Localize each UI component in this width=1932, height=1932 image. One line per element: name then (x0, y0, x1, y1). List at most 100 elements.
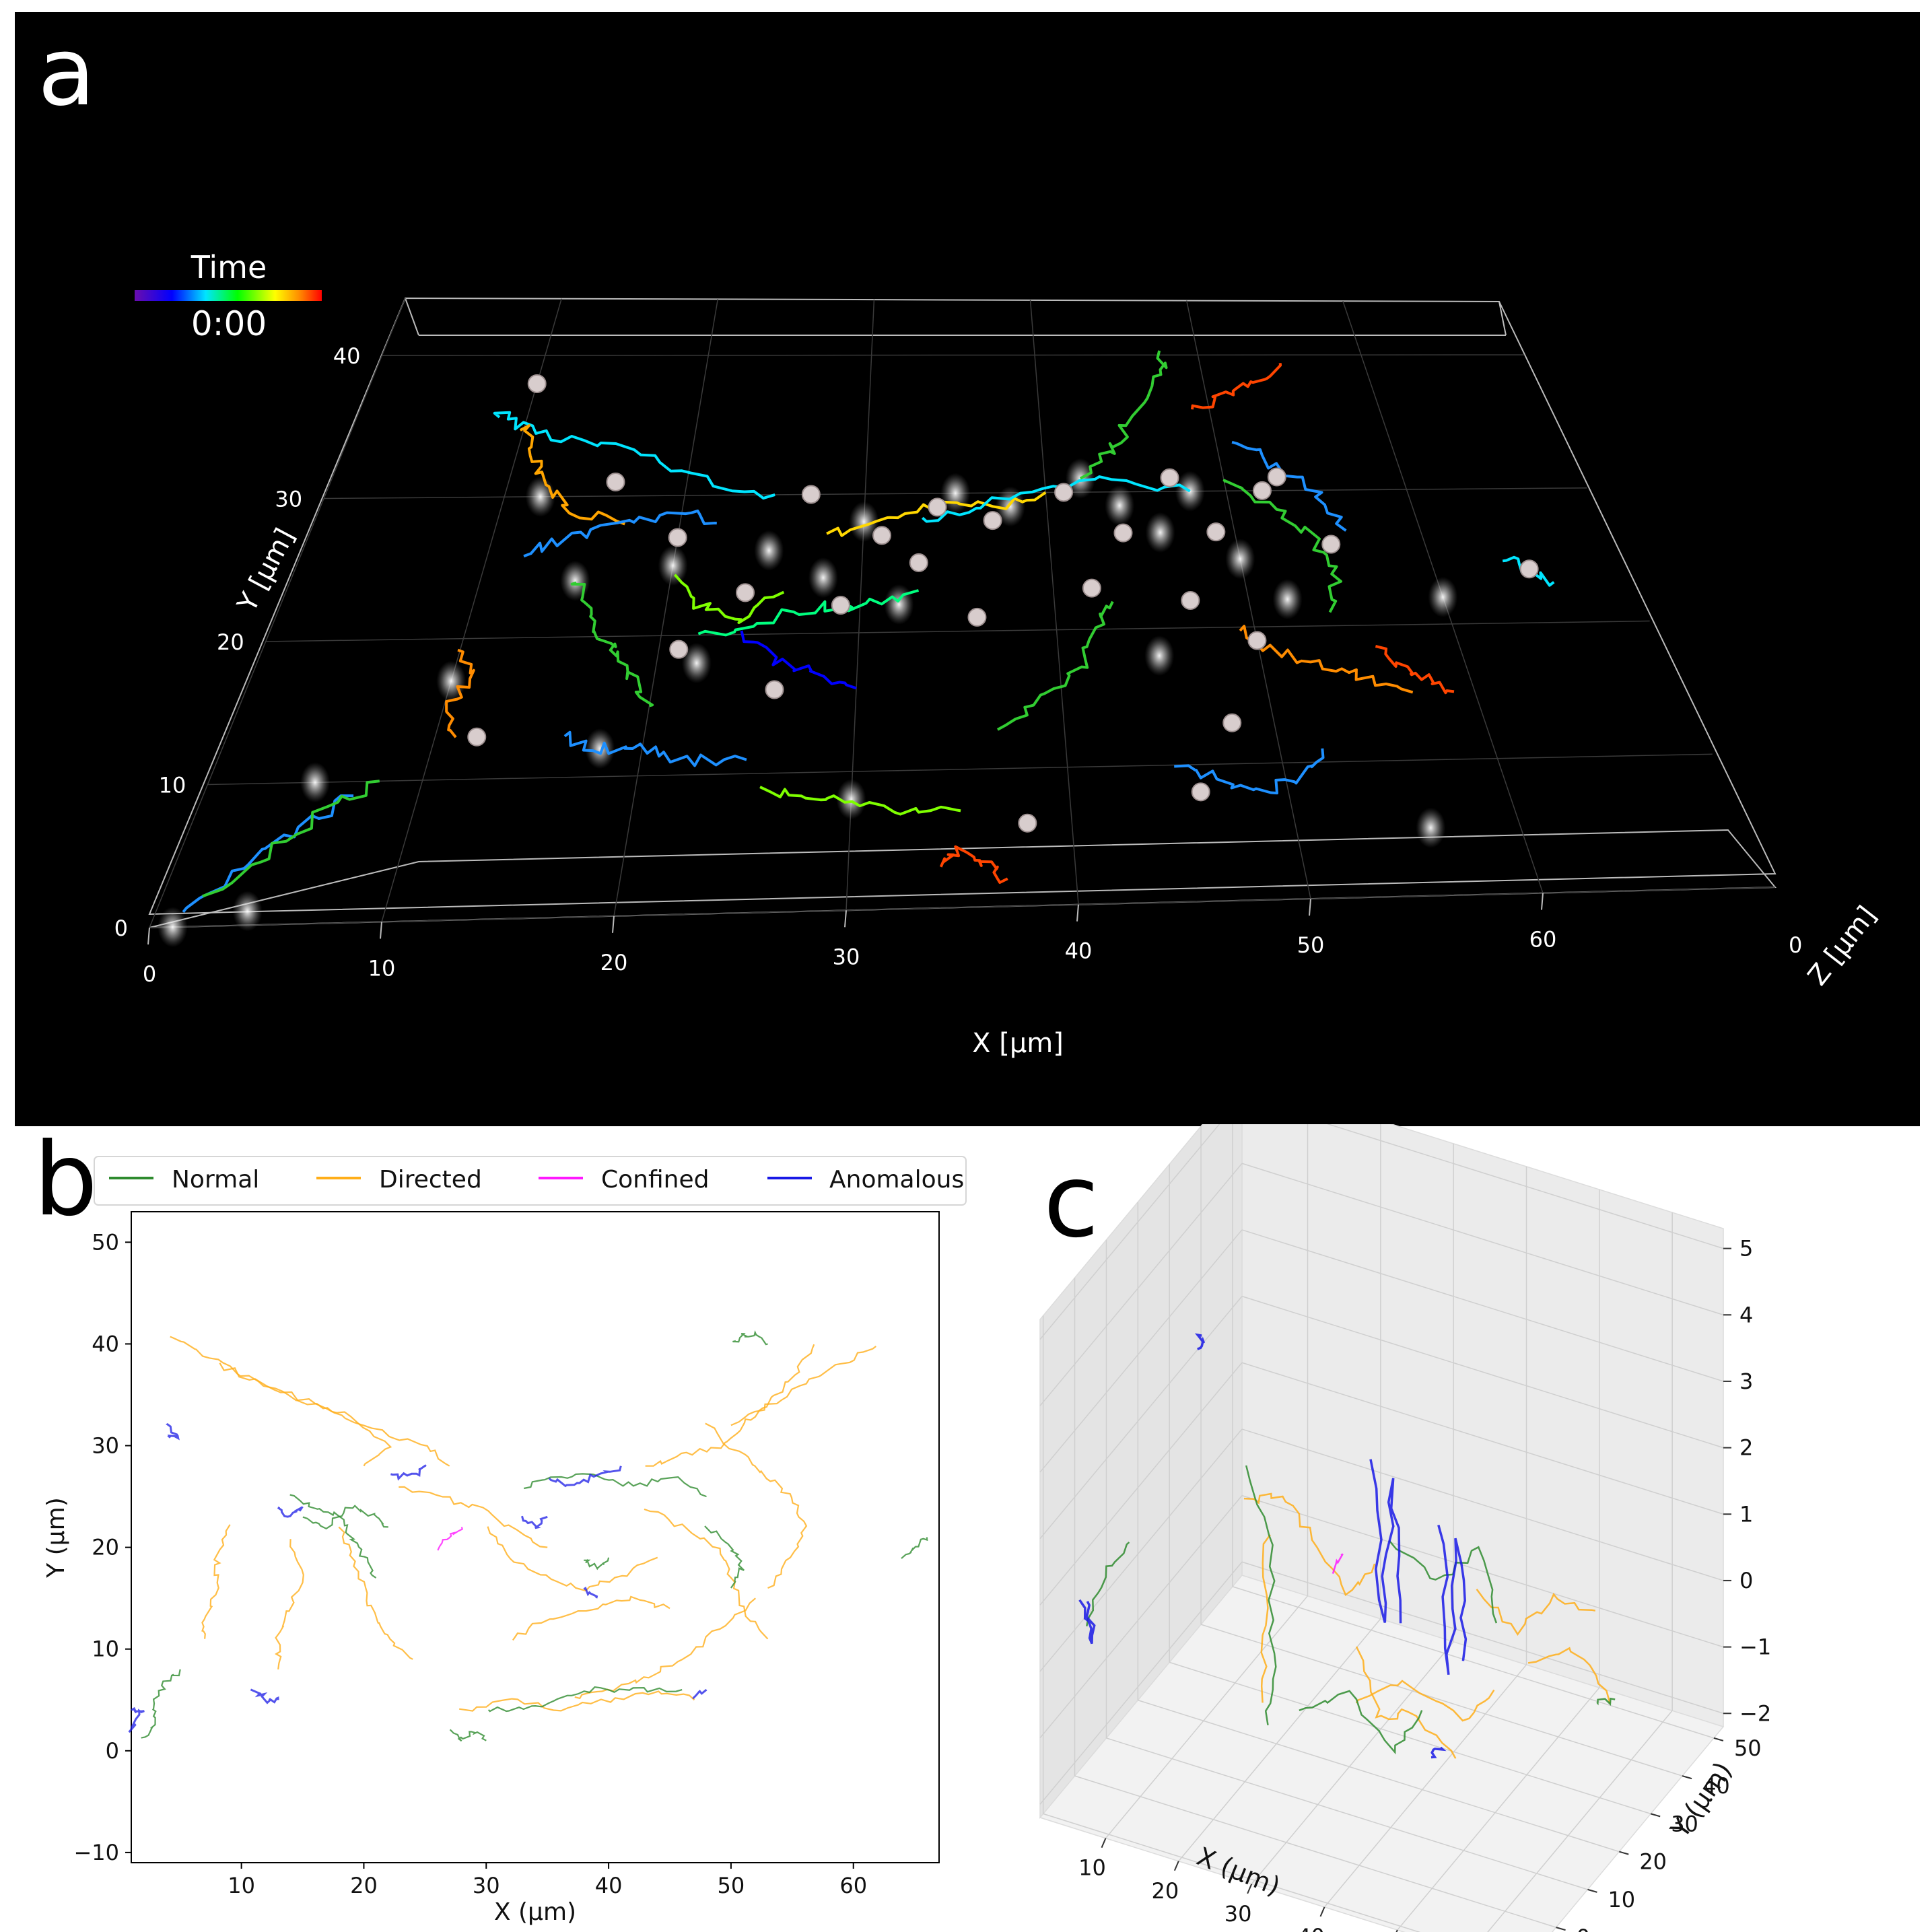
y-tick-label: 0 (1577, 1925, 1590, 1932)
series-line-normal (1596, 1697, 1616, 1706)
sphere (928, 497, 947, 517)
x-tick-label: 30 (473, 1873, 500, 1898)
y-tick (1713, 1737, 1724, 1741)
blob (884, 584, 914, 625)
sphere (872, 526, 891, 545)
track-t10 (1079, 350, 1168, 480)
blob (560, 560, 590, 601)
grid-line-z (1039, 1296, 1243, 1540)
sphere (668, 528, 687, 547)
colorbar-time: 0:00 (191, 304, 267, 343)
series-line-directed (274, 1539, 304, 1670)
grid-line-z (1241, 1163, 1724, 1315)
x-tick-label: 20 (1151, 1878, 1179, 1904)
series-line-directed (399, 1486, 548, 1548)
grid-line-z (1241, 1428, 1724, 1581)
sphere (1113, 523, 1133, 543)
series-line-directed (1243, 1492, 1376, 1597)
sphere (983, 511, 1002, 530)
sphere (606, 473, 625, 492)
y-tick-label: 30 (275, 487, 302, 512)
blob (658, 545, 688, 586)
sphere (801, 485, 821, 504)
series-line-directed (730, 1346, 876, 1426)
blob (754, 530, 784, 571)
legend-label-directed: Directed (379, 1166, 482, 1194)
track-t2 (519, 424, 625, 526)
grid-line-z (1241, 1561, 1724, 1714)
track-t7 (697, 589, 920, 637)
panel-letter-a: a (38, 18, 96, 127)
sphere (1018, 813, 1037, 833)
series-line-normal (141, 1669, 181, 1739)
y-tick-label: 0 (106, 1738, 119, 1764)
particle-blobs (158, 458, 1458, 948)
series-line-directed (705, 1422, 808, 1589)
sphere (1181, 591, 1200, 611)
series-line-normal (1086, 1542, 1130, 1627)
y-tick-label: 10 (159, 773, 186, 798)
series-line-confined (1332, 1553, 1344, 1574)
grid-line-x (1185, 300, 1311, 899)
x-tick-label: 40 (1297, 1924, 1325, 1932)
series-line-normal (732, 1330, 768, 1346)
x-tick-label: 30 (833, 944, 860, 969)
x-tick (1173, 1861, 1179, 1871)
blob (525, 476, 555, 517)
y-tick-label: 50 (1734, 1735, 1762, 1761)
box-edge (405, 298, 419, 336)
series-line-directed (1260, 1534, 1271, 1703)
z-tick-label: 5 (1739, 1236, 1753, 1262)
y-tick-label: 20 (1639, 1849, 1667, 1875)
z-axis-label: Z [µm] (1802, 900, 1883, 991)
track-t9 (921, 475, 1191, 523)
y-tick-label: 50 (92, 1229, 119, 1255)
track-t6 (759, 786, 961, 816)
y-axis-label: Y (µm) (42, 1497, 70, 1579)
series-line-directed (574, 1597, 757, 1700)
series (128, 1330, 928, 1742)
sphere (1321, 534, 1341, 554)
series-line-anomalous (521, 1515, 548, 1529)
y-tick-label: 20 (92, 1535, 119, 1560)
x-tick-label: 50 (1297, 932, 1325, 958)
grid-line-y (265, 620, 1650, 642)
series-line-directed (487, 1526, 658, 1592)
x-tick-label: 10 (1078, 1855, 1106, 1881)
grid-line-z (1326, 1124, 1724, 1249)
y-tick-label: 20 (217, 629, 244, 655)
grid-line-z (1039, 1229, 1243, 1473)
sphere (765, 680, 784, 699)
y-tick (1619, 1851, 1629, 1855)
series-line-directed (219, 1362, 392, 1467)
x-tick-label: 60 (1529, 927, 1557, 953)
series-line-anomalous (250, 1688, 279, 1704)
track-t19 (202, 780, 380, 898)
z-tick-label: 0 (1739, 1568, 1753, 1593)
x-tick-label: 40 (595, 1873, 623, 1898)
y-tick-label: 30 (92, 1433, 119, 1459)
grid-line-y (1106, 1737, 1588, 1890)
sphere (1252, 481, 1272, 500)
blob (232, 891, 263, 932)
series-line-anomalous (277, 1506, 304, 1518)
blob (1065, 458, 1095, 499)
y-axis-label: Y [µm] (232, 523, 301, 617)
track-t15 (996, 600, 1114, 731)
grid-line-z (1039, 1561, 1243, 1805)
grid-line-y (1232, 1586, 1715, 1739)
grid-line-z (1241, 1494, 1724, 1648)
y-tick (1556, 1927, 1566, 1931)
grid-line-z (1241, 1229, 1724, 1382)
series-line-normal (584, 1557, 610, 1571)
series-line-normal (487, 1686, 683, 1713)
series-line-anomalous (1194, 1333, 1206, 1350)
legend-label-confined: Confined (601, 1166, 709, 1194)
y-tick-label: −10 (73, 1840, 119, 1865)
series-line-anomalous (166, 1422, 180, 1441)
blob (1272, 579, 1303, 620)
grid-line-z (1039, 1495, 1243, 1739)
z-tick-label: 1 (1739, 1501, 1753, 1527)
box-edge (1498, 301, 1507, 336)
